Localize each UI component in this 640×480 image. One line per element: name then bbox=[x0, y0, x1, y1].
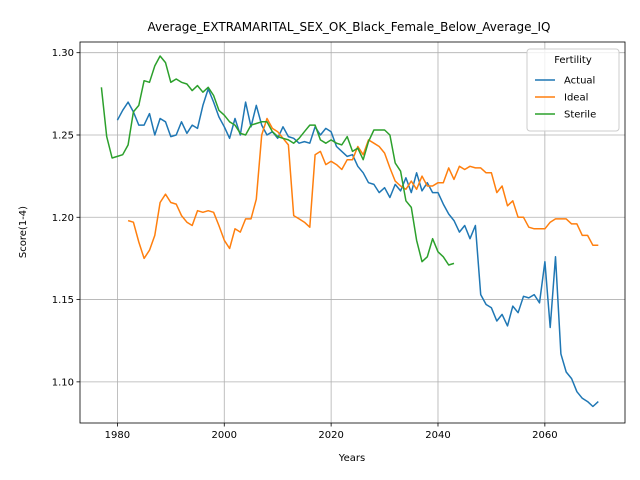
y-tick-label: 1.20 bbox=[52, 213, 74, 224]
x-tick-label: 2060 bbox=[532, 430, 557, 441]
series-line-sterile bbox=[100, 55, 455, 266]
series-line-ideal bbox=[127, 117, 599, 260]
x-axis-ticks: 1980 2000 2020 2040 2060 bbox=[105, 423, 558, 441]
x-tick-label: 2040 bbox=[425, 430, 450, 441]
y-tick-label: 1.25 bbox=[52, 130, 74, 141]
legend-box bbox=[526, 48, 620, 132]
legend-title: Fertility bbox=[554, 55, 592, 66]
x-tick-label: 2020 bbox=[318, 430, 343, 441]
series-lines bbox=[100, 55, 599, 408]
y-tick-label: 1.10 bbox=[52, 377, 74, 388]
x-axis-label: Years bbox=[338, 453, 365, 464]
legend-label-ideal: Ideal bbox=[564, 93, 588, 104]
y-axis-label: Score(1-4) bbox=[18, 206, 29, 258]
y-axis-ticks: 1.10 1.15 1.20 1.25 1.30 bbox=[52, 48, 80, 388]
legend-entries: Actual Ideal Sterile bbox=[535, 76, 596, 121]
legend: Fertility Actual Ideal Sterile bbox=[526, 48, 620, 132]
legend-label-actual: Actual bbox=[564, 76, 595, 87]
x-tick-label: 2000 bbox=[212, 430, 237, 441]
y-tick-label: 1.30 bbox=[52, 48, 74, 59]
legend-label-sterile: Sterile bbox=[564, 110, 596, 121]
y-tick-label: 1.15 bbox=[52, 295, 74, 306]
x-tick-label: 1980 bbox=[105, 430, 130, 441]
plot-frame bbox=[79, 41, 626, 424]
chart-title: Average_EXTRAMARITAL_SEX_OK_Black_Female… bbox=[148, 20, 551, 34]
series-line-actual bbox=[116, 88, 599, 408]
